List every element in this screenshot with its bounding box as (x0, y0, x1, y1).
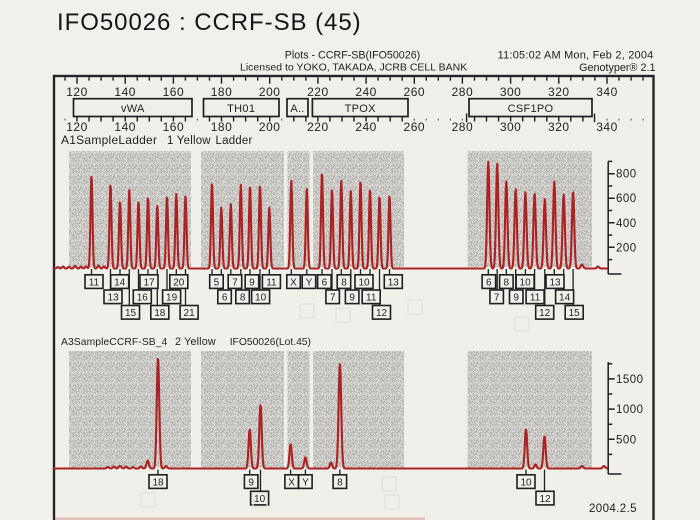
svg-text:Y: Y (302, 477, 309, 488)
svg-text:6: 6 (222, 293, 228, 304)
svg-text:2004.2.5: 2004.2.5 (589, 503, 637, 515)
svg-text:13: 13 (388, 277, 400, 288)
svg-text:140: 140 (114, 85, 136, 99)
svg-text:12: 12 (376, 308, 388, 319)
svg-text:20: 20 (173, 277, 185, 288)
svg-text:200: 200 (616, 242, 637, 254)
svg-text:220: 220 (307, 85, 329, 99)
svg-text:A1SampleLadder: A1SampleLadder (61, 133, 157, 147)
svg-text:180: 180 (211, 120, 233, 134)
svg-text:260: 260 (404, 120, 426, 134)
svg-text:280: 280 (452, 120, 474, 134)
svg-text:300: 300 (500, 120, 522, 134)
svg-text:500: 500 (616, 434, 637, 446)
svg-text:12: 12 (539, 308, 551, 319)
svg-text:200: 200 (259, 85, 281, 99)
svg-text:160: 160 (163, 85, 185, 99)
svg-text:6: 6 (486, 277, 492, 288)
svg-text:IFO50026(Lot.45): IFO50026(Lot.45) (230, 337, 311, 348)
svg-text:5: 5 (214, 277, 220, 288)
svg-text:Ladder: Ladder (216, 135, 253, 147)
svg-text:8: 8 (504, 277, 510, 288)
svg-text:120: 120 (66, 85, 88, 99)
svg-text:13: 13 (107, 293, 119, 304)
svg-text:vWA: vWA (121, 103, 145, 115)
svg-text:120: 120 (66, 120, 88, 134)
svg-text:340: 340 (596, 120, 618, 134)
svg-text:TPOX: TPOX (345, 103, 377, 115)
svg-text:240: 240 (355, 120, 377, 134)
svg-text:11:05:02 AM Mon, Feb 2, 2004: 11:05:02 AM Mon, Feb 2, 2004 (498, 50, 654, 62)
svg-text:7: 7 (232, 277, 238, 288)
svg-text:15: 15 (569, 308, 581, 319)
svg-text:Licensed to YOKO, TAKADA, JCRB: Licensed to YOKO, TAKADA, JCRB CELL BANK (240, 62, 467, 74)
svg-text:600: 600 (616, 193, 637, 205)
svg-text:X: X (290, 277, 297, 288)
svg-text:6: 6 (322, 277, 328, 288)
svg-text:Genotyper® 2.1: Genotyper® 2.1 (579, 62, 655, 74)
svg-text:10: 10 (255, 293, 267, 304)
svg-text:8: 8 (240, 293, 246, 304)
svg-text:320: 320 (548, 120, 570, 134)
svg-text:IFO50026 : CCRF-SB (45): IFO50026 : CCRF-SB (45) (57, 9, 362, 36)
svg-text:11: 11 (89, 277, 100, 288)
svg-text:13: 13 (549, 277, 561, 288)
svg-text:14: 14 (559, 293, 571, 304)
svg-text:19: 19 (166, 293, 178, 304)
svg-text:180: 180 (211, 85, 233, 99)
svg-text:CSF1PO: CSF1PO (508, 103, 554, 115)
svg-text:A3SampleCCRF-SB_4: A3SampleCCRF-SB_4 (61, 337, 168, 348)
svg-text:A..: A.. (290, 103, 304, 115)
svg-text:18: 18 (152, 477, 164, 488)
svg-text:140: 140 (114, 120, 136, 134)
svg-text:21: 21 (184, 308, 196, 319)
svg-text:18: 18 (154, 308, 166, 319)
svg-text:9: 9 (248, 477, 254, 488)
svg-text:12: 12 (539, 494, 551, 505)
svg-text:1000: 1000 (616, 404, 644, 416)
svg-text:8: 8 (341, 277, 347, 288)
svg-text:X: X (288, 477, 295, 488)
svg-text:10: 10 (358, 277, 370, 288)
svg-text:1500: 1500 (616, 374, 644, 386)
svg-text:10: 10 (254, 494, 266, 505)
svg-text:240: 240 (355, 85, 377, 99)
svg-text:15: 15 (125, 308, 137, 319)
svg-text:16: 16 (137, 293, 149, 304)
svg-text:11: 11 (266, 277, 277, 288)
svg-text:17: 17 (143, 277, 155, 288)
svg-text:10: 10 (520, 277, 532, 288)
svg-text:11: 11 (530, 293, 541, 304)
svg-text:160: 160 (163, 120, 185, 134)
svg-text:9: 9 (513, 293, 519, 304)
svg-text:320: 320 (548, 85, 570, 99)
svg-text:8: 8 (337, 477, 343, 488)
svg-text:300: 300 (500, 85, 522, 99)
svg-text:7: 7 (330, 293, 336, 304)
svg-text:200: 200 (259, 120, 281, 134)
svg-text:340: 340 (596, 85, 618, 99)
svg-text:400: 400 (616, 218, 637, 230)
svg-text:280: 280 (452, 85, 474, 99)
svg-text:260: 260 (404, 85, 426, 99)
svg-text:Y: Y (306, 277, 313, 288)
svg-text:800: 800 (616, 169, 637, 181)
svg-text:10: 10 (520, 477, 532, 488)
svg-text:9: 9 (249, 277, 255, 288)
svg-text:9: 9 (349, 293, 355, 304)
svg-text:7: 7 (494, 293, 500, 304)
svg-text:Plots - CCRF-SB(IFO50026): Plots - CCRF-SB(IFO50026) (285, 50, 420, 62)
svg-text:220: 220 (307, 120, 329, 134)
svg-text:2 Yellow: 2 Yellow (175, 336, 216, 348)
svg-text:1 Yellow: 1 Yellow (167, 135, 211, 147)
svg-text:TH01: TH01 (227, 103, 255, 115)
svg-text:11: 11 (366, 293, 377, 304)
svg-text:14: 14 (114, 277, 126, 288)
